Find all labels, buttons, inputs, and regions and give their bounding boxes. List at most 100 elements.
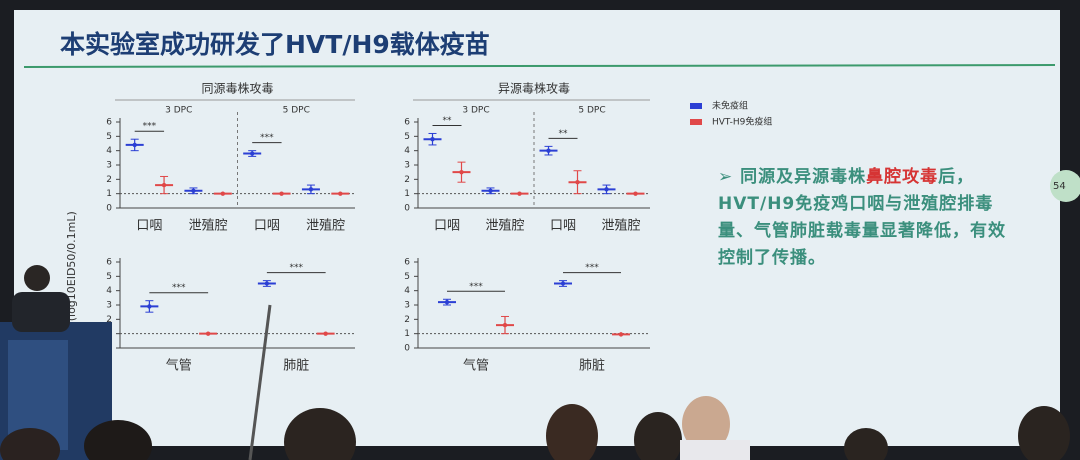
mean-dot xyxy=(517,191,522,196)
y-tick-label: 2 xyxy=(106,315,112,325)
mean-dot xyxy=(575,180,580,185)
y-tick-label: 1 xyxy=(106,189,112,199)
page-number: 54 xyxy=(1053,181,1066,192)
y-tick-label: 2 xyxy=(404,175,410,185)
head xyxy=(844,428,888,460)
category-label: 泄殖腔 xyxy=(485,218,524,234)
y-tick-label: 5 xyxy=(404,132,410,142)
bullet-text: ➢ 同源及异源毒株鼻腔攻毒后，HVT/H9免疫鸡口咽与泄殖腔排毒量、气管肺脏载毒… xyxy=(718,164,1018,272)
mean-dot xyxy=(338,191,343,196)
speaker-head xyxy=(24,265,50,291)
mean-dot xyxy=(633,191,638,196)
mean-dot xyxy=(220,191,226,196)
bullet-highlight: 鼻腔攻毒 xyxy=(866,167,939,187)
category-label: 口咽 xyxy=(136,219,162,234)
mic-stand xyxy=(248,304,272,460)
sig-label: *** xyxy=(143,122,157,132)
panel-label: 5 DPC xyxy=(578,106,605,116)
y-tick-label: 3 xyxy=(404,301,410,311)
y-tick-label: 4 xyxy=(404,146,410,156)
y-tick-label: 6 xyxy=(404,118,410,128)
mean-dot xyxy=(430,137,435,142)
y-tick-label: 1 xyxy=(404,189,410,199)
head xyxy=(0,428,60,460)
sig-label: ** xyxy=(559,129,569,139)
mean-dot xyxy=(323,331,328,336)
sig-label: *** xyxy=(469,282,483,292)
mean-dot xyxy=(618,332,624,337)
mean-dot xyxy=(132,142,137,148)
sig-label: ** xyxy=(443,116,453,126)
title-rule xyxy=(23,64,1056,68)
mean-dot xyxy=(546,148,551,153)
page-badge xyxy=(1050,170,1080,202)
y-tick-label: 4 xyxy=(106,286,112,296)
head xyxy=(546,404,598,460)
slide xyxy=(14,10,1060,446)
bullet-part: 同源及异源毒株 xyxy=(740,167,867,187)
y-tick-label: 6 xyxy=(106,258,112,268)
mean-dot xyxy=(147,304,152,309)
category-label: 气管 xyxy=(463,358,489,374)
mean-dot xyxy=(604,187,609,192)
head xyxy=(634,412,682,460)
y-tick-label: 3 xyxy=(106,301,112,311)
category-label: 口咽 xyxy=(550,219,576,234)
legend-label: HVT-H9免疫组 xyxy=(712,116,772,128)
mean-dot xyxy=(560,281,566,286)
slide-title: 本实验室成功研发了HVT/H9载体疫苗 xyxy=(60,30,490,59)
head xyxy=(682,396,730,452)
legend-swatch xyxy=(690,103,702,109)
y-tick-label: 3 xyxy=(106,161,112,171)
y-tick-label: 4 xyxy=(106,146,112,156)
y-tick-label: 2 xyxy=(404,315,410,325)
mean-dot xyxy=(161,182,167,188)
panel-label: 5 DPC xyxy=(283,106,310,116)
y-tick-label: 2 xyxy=(106,175,112,185)
bullet-marker: ➢ xyxy=(718,167,734,187)
y-tick-label: 6 xyxy=(106,118,112,128)
y-tick-label: 0 xyxy=(404,204,410,214)
category-label: 泄殖腔 xyxy=(306,218,345,234)
category-label: 气管 xyxy=(166,358,192,374)
y-tick-label: 5 xyxy=(404,272,410,282)
head xyxy=(84,420,152,460)
legend-swatch xyxy=(690,119,702,125)
sig-label: *** xyxy=(585,263,599,273)
mean-dot xyxy=(205,331,211,336)
mean-dot xyxy=(279,191,284,196)
category-label: 泄殖腔 xyxy=(601,218,640,234)
y-tick-label: 4 xyxy=(404,286,410,296)
shirt xyxy=(680,440,750,460)
sig-label: *** xyxy=(290,263,304,273)
y-tick-label: 6 xyxy=(404,258,410,268)
head xyxy=(1018,406,1070,460)
mean-dot xyxy=(264,281,270,286)
column-title: 同源毒株攻毒 xyxy=(201,81,273,96)
head xyxy=(284,408,356,460)
mean-dot xyxy=(459,169,464,175)
sig-label: *** xyxy=(172,283,186,293)
panel-label: 3 DPC xyxy=(165,106,192,116)
y-tick-label: 0 xyxy=(404,344,410,354)
mean-dot xyxy=(308,187,314,192)
y-tick-label: 5 xyxy=(106,272,112,282)
mean-dot xyxy=(249,151,255,156)
category-label: 泄殖腔 xyxy=(189,218,228,234)
mean-dot xyxy=(191,188,196,193)
category-label: 肺脏 xyxy=(283,359,309,374)
audience xyxy=(0,265,1070,460)
category-label: 肺脏 xyxy=(579,359,605,374)
y-tick-label: 5 xyxy=(106,132,112,142)
y-tick-label: 3 xyxy=(404,161,410,171)
mean-dot xyxy=(488,188,493,193)
legend-label: 未免疫组 xyxy=(712,100,748,112)
charts: 未免疫组 HVT-H9免疫组 同源毒株攻毒 0 1 2 3 4 5 6 3 DPC 口咽 *** 泄殖腔 5… xyxy=(106,81,772,374)
sig-label: *** xyxy=(260,133,274,143)
category-label: 口咽 xyxy=(434,219,460,234)
bullet-part: 后，HVT/H9免疫鸡口咽与泄殖腔排毒量、气管肺脏载毒量显著降低，有效控制了传播… xyxy=(718,167,1006,268)
y-tick-label: 0 xyxy=(106,204,112,214)
y-tick-label: 1 xyxy=(404,329,410,339)
